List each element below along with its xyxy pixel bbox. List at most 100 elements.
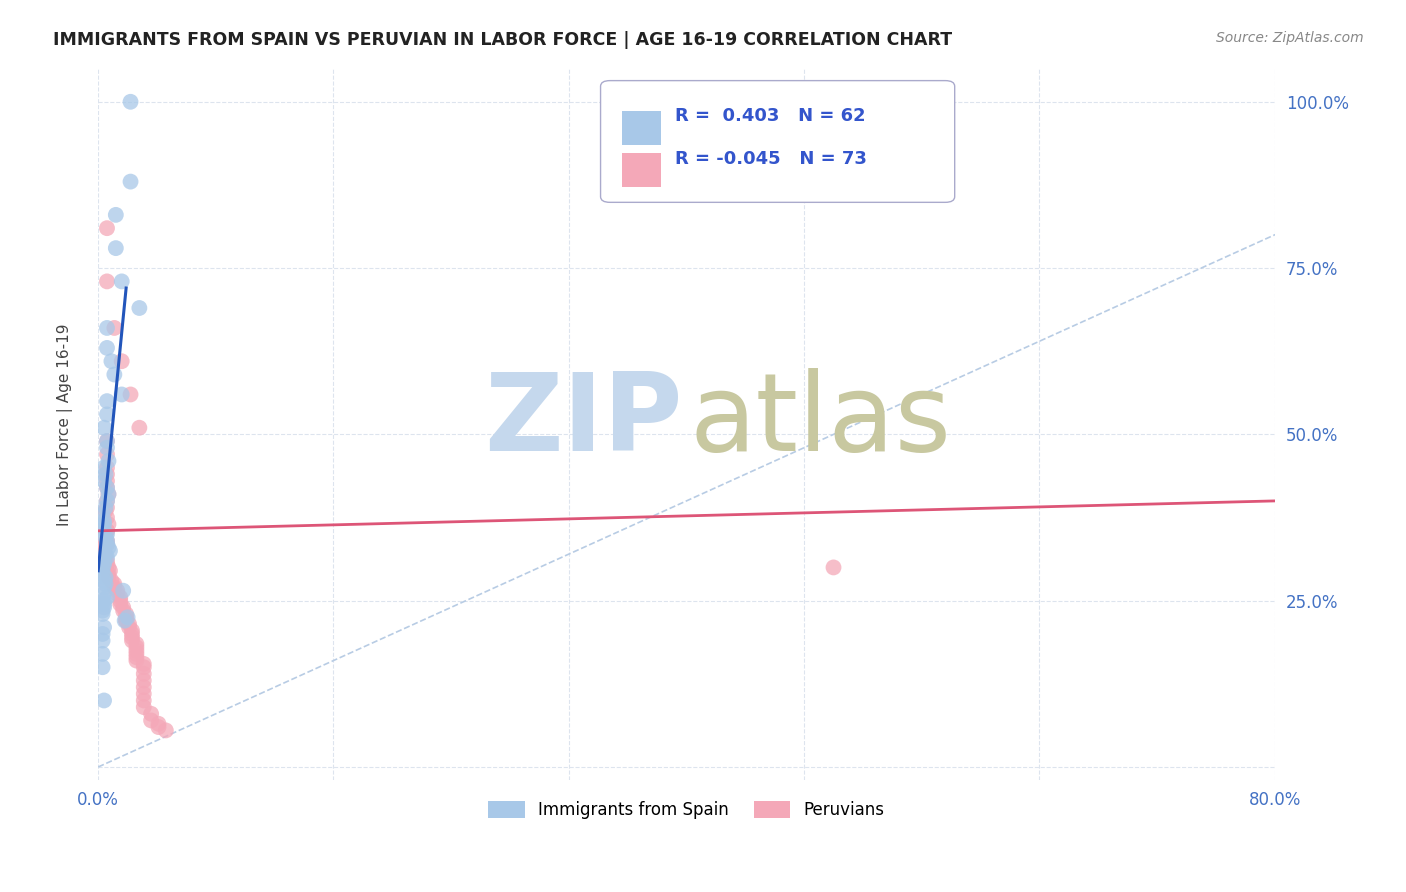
Point xyxy=(96,533,118,548)
Point xyxy=(94,467,117,482)
Point xyxy=(93,514,115,528)
Text: IMMIGRANTS FROM SPAIN VS PERUVIAN IN LABOR FORCE | AGE 16-19 CORRELATION CHART: IMMIGRANTS FROM SPAIN VS PERUVIAN IN LAB… xyxy=(53,31,952,49)
Text: R = -0.045   N = 73: R = -0.045 N = 73 xyxy=(675,150,866,168)
Point xyxy=(120,387,142,401)
Point xyxy=(97,454,120,468)
Point xyxy=(96,408,118,422)
Point xyxy=(93,587,115,601)
Text: ZIP: ZIP xyxy=(485,368,683,474)
Point xyxy=(120,175,142,189)
Point xyxy=(121,630,143,644)
Point xyxy=(115,607,138,621)
Point xyxy=(94,547,117,561)
Point xyxy=(97,541,120,555)
Point xyxy=(96,467,118,482)
Point xyxy=(125,654,148,668)
Point xyxy=(823,560,845,574)
Point xyxy=(93,581,115,595)
Point xyxy=(91,560,114,574)
Point xyxy=(97,567,120,582)
Point xyxy=(97,560,120,574)
FancyBboxPatch shape xyxy=(621,111,661,145)
Point xyxy=(139,706,162,721)
Point xyxy=(148,716,170,731)
Point xyxy=(91,660,114,674)
Point xyxy=(100,574,122,588)
Text: Source: ZipAtlas.com: Source: ZipAtlas.com xyxy=(1216,31,1364,45)
Point xyxy=(96,533,118,548)
Point xyxy=(96,441,118,455)
Point xyxy=(94,504,117,518)
Point xyxy=(132,693,155,707)
Point xyxy=(96,221,118,235)
Point xyxy=(93,531,115,545)
FancyBboxPatch shape xyxy=(621,153,661,187)
Point xyxy=(110,593,132,607)
Point xyxy=(96,510,118,524)
Point xyxy=(91,633,114,648)
Point xyxy=(96,434,118,448)
Point xyxy=(132,700,155,714)
Point xyxy=(96,591,118,605)
Point xyxy=(96,554,118,568)
Point xyxy=(115,610,138,624)
Point xyxy=(97,487,120,501)
Point xyxy=(125,650,148,665)
Point xyxy=(114,614,136,628)
Point xyxy=(128,421,150,435)
Point xyxy=(91,647,114,661)
Legend: Immigrants from Spain, Peruvians: Immigrants from Spain, Peruvians xyxy=(481,794,891,825)
Point xyxy=(96,447,118,461)
Point xyxy=(93,543,115,558)
Point xyxy=(125,640,148,655)
Point xyxy=(93,593,115,607)
Point xyxy=(96,527,118,541)
Point xyxy=(93,537,115,551)
Point xyxy=(91,607,114,621)
Point xyxy=(96,524,118,538)
Point xyxy=(96,500,118,515)
Point xyxy=(94,570,117,584)
Point xyxy=(96,494,118,508)
Point xyxy=(94,500,117,515)
Point xyxy=(115,614,138,628)
Point xyxy=(120,95,142,109)
Point xyxy=(96,321,118,335)
Point xyxy=(155,723,177,738)
Point xyxy=(103,577,125,591)
Point xyxy=(97,487,120,501)
Point xyxy=(93,554,115,568)
Point xyxy=(93,620,115,634)
Point xyxy=(93,474,115,488)
Point xyxy=(93,557,115,571)
Point xyxy=(91,524,114,538)
Point xyxy=(91,564,114,578)
Point xyxy=(96,274,118,288)
Y-axis label: In Labor Force | Age 16-19: In Labor Force | Age 16-19 xyxy=(58,323,73,525)
FancyBboxPatch shape xyxy=(600,80,955,202)
Point xyxy=(132,673,155,688)
Point xyxy=(96,537,118,551)
Point xyxy=(112,583,135,598)
Point xyxy=(96,460,118,475)
Point xyxy=(111,387,134,401)
Point xyxy=(103,368,125,382)
Point xyxy=(121,624,143,638)
Point xyxy=(93,460,115,475)
Point xyxy=(94,550,117,565)
Point xyxy=(91,520,114,534)
Point xyxy=(100,354,122,368)
Point xyxy=(94,577,117,591)
Point xyxy=(96,524,118,538)
Point xyxy=(125,637,148,651)
Point xyxy=(94,531,117,545)
Point xyxy=(96,394,118,409)
Point xyxy=(110,597,132,611)
Point xyxy=(103,321,125,335)
Point xyxy=(97,570,120,584)
Point xyxy=(148,720,170,734)
Point xyxy=(96,481,118,495)
Point xyxy=(111,354,134,368)
Point xyxy=(132,680,155,694)
Point xyxy=(132,660,155,674)
